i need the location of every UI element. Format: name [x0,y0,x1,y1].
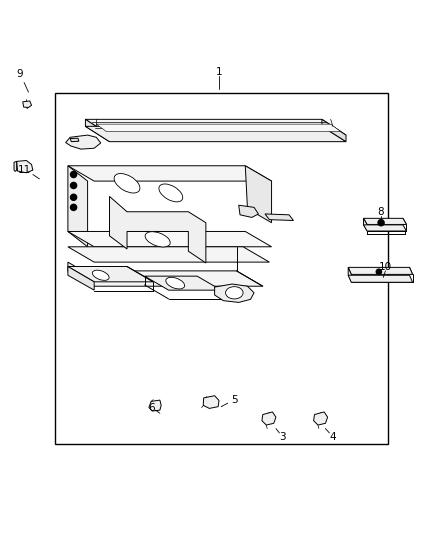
Polygon shape [145,276,221,290]
Polygon shape [68,166,272,181]
Ellipse shape [226,287,243,299]
Polygon shape [70,138,79,142]
Text: 8: 8 [378,207,385,217]
Polygon shape [265,214,293,221]
Polygon shape [203,395,219,408]
Polygon shape [66,135,101,149]
Text: 1: 1 [215,67,223,77]
Bar [55,93,388,444]
Text: 6: 6 [148,402,155,413]
Polygon shape [314,412,328,425]
Polygon shape [364,225,406,231]
Circle shape [71,204,77,211]
Text: 5: 5 [231,395,238,405]
Polygon shape [149,400,161,411]
Polygon shape [348,275,413,282]
Text: 9: 9 [16,69,23,79]
Polygon shape [245,166,272,223]
Polygon shape [17,160,33,173]
Ellipse shape [92,270,109,280]
Polygon shape [68,262,94,286]
Polygon shape [23,101,32,108]
Text: 3: 3 [279,432,286,442]
Circle shape [71,182,77,189]
Text: 11: 11 [18,165,31,175]
Polygon shape [85,126,346,142]
Circle shape [376,269,381,274]
Polygon shape [68,266,153,282]
Polygon shape [262,412,276,425]
Polygon shape [239,205,258,217]
Polygon shape [110,197,206,263]
Polygon shape [96,124,341,132]
Circle shape [71,194,77,200]
Polygon shape [215,284,254,302]
Polygon shape [348,268,413,274]
Polygon shape [14,161,17,172]
Ellipse shape [145,232,170,247]
Polygon shape [68,247,269,262]
Text: 4: 4 [329,432,336,442]
Circle shape [71,172,77,177]
Polygon shape [68,266,94,290]
Text: 10: 10 [379,262,392,271]
Ellipse shape [114,174,140,193]
Polygon shape [68,231,272,247]
Polygon shape [364,219,406,224]
Polygon shape [85,119,346,135]
Polygon shape [68,166,88,247]
Ellipse shape [166,277,185,289]
Ellipse shape [159,184,183,202]
Polygon shape [348,268,351,281]
Circle shape [378,220,384,226]
Polygon shape [68,271,263,286]
Polygon shape [85,119,110,142]
Polygon shape [322,119,346,142]
Polygon shape [364,219,367,231]
